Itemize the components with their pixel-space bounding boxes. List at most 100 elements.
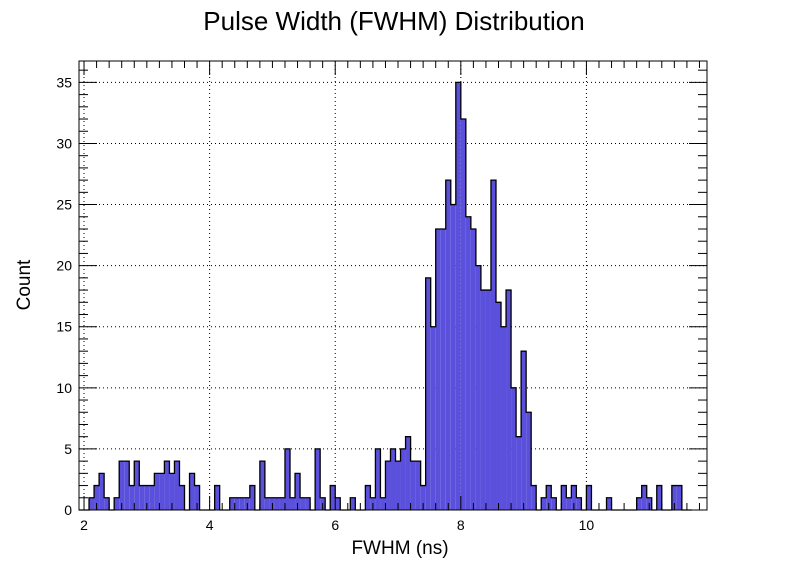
x-tick-label: 2 — [80, 517, 88, 533]
histogram-bar — [546, 485, 552, 510]
histogram-bar — [490, 180, 496, 511]
bars-layer — [79, 81, 692, 511]
histogram-bar — [149, 485, 155, 510]
x-tick-label: 8 — [457, 517, 465, 533]
histogram-bar — [445, 180, 451, 511]
histogram-bar — [134, 461, 140, 510]
histogram-bar — [465, 216, 471, 510]
histogram-bar — [501, 326, 507, 510]
histogram-bar — [104, 497, 110, 510]
histogram-bar — [671, 485, 677, 510]
histogram-bar — [144, 485, 150, 510]
histogram-bar — [425, 277, 431, 510]
histogram-bar — [430, 326, 436, 510]
histogram-bar — [229, 497, 235, 510]
histogram-bar — [239, 497, 245, 510]
histogram-bar — [330, 485, 336, 510]
histogram-bar — [99, 473, 105, 510]
histogram-bar — [561, 485, 567, 510]
plot-frame — [78, 60, 708, 511]
axes-layer — [78, 60, 708, 511]
histogram-bar — [435, 228, 441, 510]
histogram-bar — [566, 497, 572, 510]
histogram-bar — [475, 265, 481, 510]
y-tick-label: 20 — [56, 258, 72, 274]
y-axis-title: Count — [14, 259, 35, 310]
histogram-outline — [79, 81, 692, 511]
y-tick-label: 30 — [56, 135, 72, 151]
histogram-bar — [420, 485, 426, 510]
histogram-bar — [606, 497, 612, 510]
histogram-bar — [641, 485, 647, 510]
histogram-bar — [586, 485, 592, 510]
histogram-bar — [159, 473, 165, 510]
y-tick-label: 25 — [56, 197, 72, 213]
histogram-bar — [400, 448, 406, 510]
histogram-bar — [455, 82, 461, 510]
histogram-bar — [440, 228, 446, 510]
histogram-bar — [460, 119, 466, 511]
histogram-bar — [179, 485, 185, 510]
histogram-bar — [305, 497, 311, 510]
histogram-bar — [129, 485, 135, 510]
histogram-bar — [676, 485, 682, 510]
histogram-bar — [284, 448, 291, 510]
histogram-bar — [290, 497, 296, 510]
histogram-bar — [395, 461, 401, 510]
histogram-bar — [480, 290, 486, 510]
x-tick-label: 4 — [206, 517, 214, 533]
histogram-bar — [531, 485, 537, 510]
chart-title: Pulse Width (FWHM) Distribution — [203, 6, 584, 36]
histogram-bar — [506, 290, 512, 510]
y-tick-label: 35 — [56, 74, 72, 90]
histogram-bar — [154, 473, 160, 510]
histogram-bar — [264, 497, 270, 510]
histogram-bar — [164, 461, 170, 510]
histogram-bar — [295, 473, 301, 510]
histogram-bar — [526, 412, 532, 510]
histogram-bar — [259, 461, 265, 510]
y-tick-label: 0 — [64, 502, 72, 518]
histogram-bar — [571, 485, 577, 510]
histogram-bar — [350, 497, 356, 510]
y-tick-label: 15 — [56, 319, 72, 335]
histogram-bar — [315, 448, 321, 510]
histogram-bar — [94, 485, 100, 510]
histogram-bar — [335, 497, 341, 510]
grid-layer — [79, 61, 707, 510]
histogram-bar — [410, 461, 416, 510]
histogram-bar — [576, 497, 582, 510]
x-axis-title: FWHM (ns) — [351, 538, 448, 559]
histogram-bar — [415, 461, 421, 510]
y-tick-label: 5 — [64, 441, 72, 457]
histogram-bar — [114, 497, 120, 510]
histogram-bar — [119, 461, 125, 510]
histogram-bar — [274, 497, 280, 510]
histogram-bar — [405, 436, 411, 510]
histogram-bar — [300, 497, 306, 510]
histogram-bar — [89, 497, 95, 510]
histogram-bar — [495, 302, 502, 510]
histogram-bar — [656, 485, 662, 510]
histogram-bar — [541, 497, 547, 510]
histogram-bar — [390, 448, 396, 510]
histogram-bar — [485, 290, 491, 510]
histogram-bar — [279, 497, 285, 510]
histogram-bar — [194, 485, 200, 510]
histogram-bar — [249, 485, 255, 510]
histogram-bar — [375, 448, 381, 510]
x-tick-label: 6 — [331, 517, 339, 533]
histogram-bar — [385, 461, 391, 510]
histogram-bar — [516, 436, 522, 510]
histogram-bar — [234, 497, 240, 510]
histogram-bar — [214, 485, 220, 510]
tick-label-layer: 2 4 6 8 10 0 5 10 15 20 25 30 35 — [56, 74, 594, 533]
histogram-bar — [636, 497, 642, 510]
histogram-bar — [124, 461, 130, 510]
histogram-bar — [551, 497, 557, 510]
histogram-bar — [169, 473, 175, 510]
histogram-bar — [139, 485, 145, 510]
histogram-bar — [189, 473, 195, 510]
x-tick-label: 10 — [579, 517, 595, 533]
